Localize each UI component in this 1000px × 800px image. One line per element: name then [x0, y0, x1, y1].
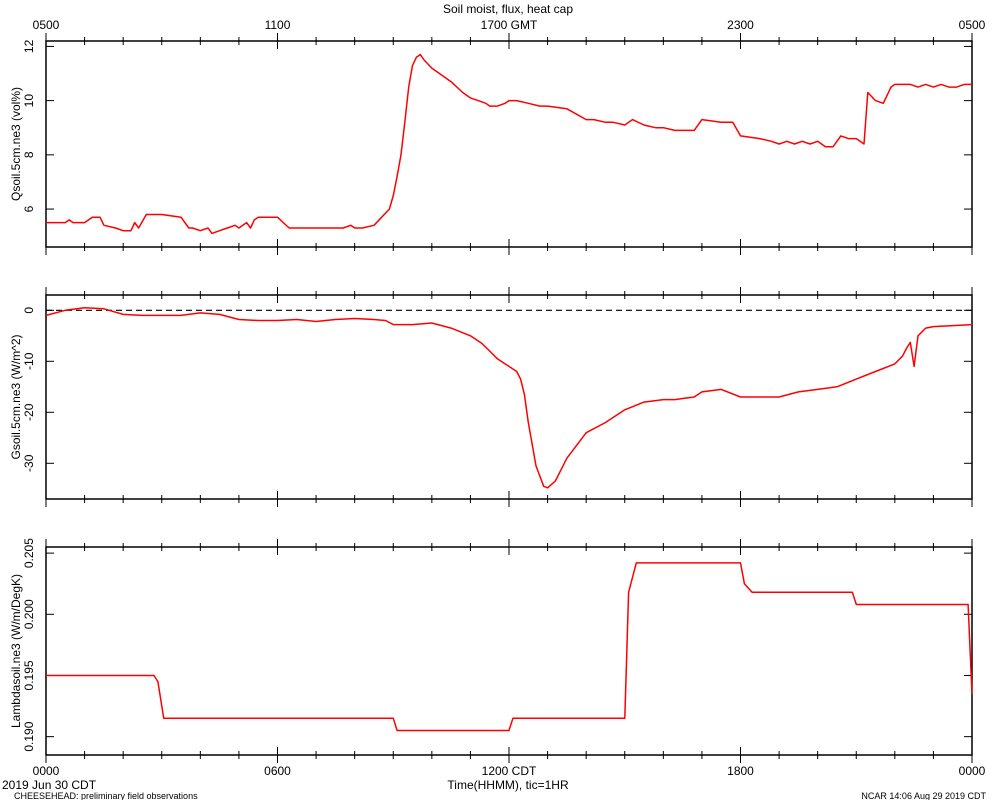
y-tick-label: 8 — [22, 151, 36, 158]
y-axis-label: Gsoil.5cm.ne3 (W/m^2) — [9, 335, 23, 460]
top-tick-label: 0500 — [959, 18, 986, 32]
top-tick-label: 0500 — [33, 18, 60, 32]
x-tick-label: 0000 — [33, 764, 60, 778]
footer-left: CHEESEHEAD: preliminary field observatio… — [14, 791, 198, 800]
top-tick-label: 1700 GMT — [481, 18, 538, 32]
y-axis-label: Qsoil.5cm.ne3 (vol%) — [9, 87, 23, 201]
series-line-1 — [46, 53, 972, 235]
top-tick-label: 2300 — [727, 18, 754, 32]
x-tick-label: 0600 — [264, 764, 291, 778]
series-line-2 — [45, 307, 973, 489]
series-line-3 — [46, 562, 973, 732]
x-tick-label: 0000 — [959, 764, 986, 778]
y-axis-label: Lambdasoil.ne3 (W/m/DegK) — [9, 574, 23, 728]
y-tick-label: 0.195 — [22, 660, 36, 690]
chart-panels: 6 8 10 12 Qsoil.5cm.ne3 (vol%) 0500 1100 1700 G… — [9, 18, 986, 778]
y-tick-label: 0.205 — [22, 538, 36, 568]
date-label: 2019 Jun 30 CDT — [2, 778, 97, 792]
panel-3-frame — [45, 546, 973, 756]
page-title: Soil moist, flux, heat cap — [443, 2, 573, 16]
y-tick-label: -20 — [22, 403, 36, 421]
y-tick-label: -10 — [22, 352, 36, 370]
footer-right: NCAR 14:06 Aug 29 2019 CDT — [861, 791, 986, 800]
panel-2-frame — [45, 294, 973, 500]
y-tick-label: 10 — [22, 94, 36, 108]
y-tick-label: 12 — [22, 39, 36, 53]
x-tick-label: 1200 CDT — [482, 764, 537, 778]
x-axis-label: Time(HHMM), tic=1HR — [447, 778, 569, 792]
panel-1-frame — [45, 40, 973, 248]
y-tick-label: 6 — [22, 205, 36, 212]
top-tick-label: 1100 — [265, 18, 291, 32]
y-tick-label: 0 — [22, 307, 36, 314]
y-tick-label: 0.200 — [22, 599, 36, 629]
y-tick-label: 0.190 — [22, 721, 36, 751]
y-tick-label: -30 — [22, 454, 36, 472]
x-tick-label: 1800 — [727, 764, 754, 778]
